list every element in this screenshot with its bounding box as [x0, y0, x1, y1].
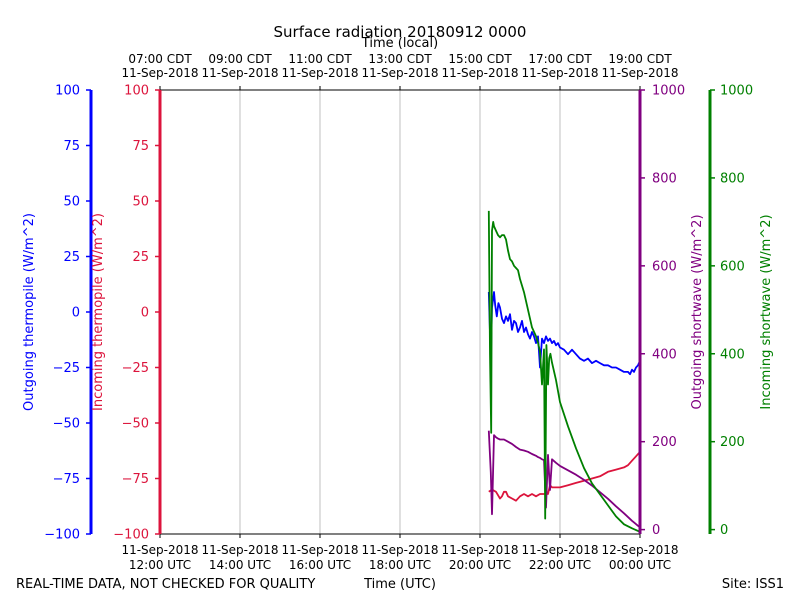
- y-tick-label: 50: [63, 195, 80, 210]
- top-axis-label: Time (local): [361, 36, 438, 51]
- x-tick-label-local-date: 11-Sep-2018: [201, 66, 278, 80]
- y-tick-label: −25: [122, 361, 149, 376]
- x-tick-label-local: 17:00 CDT: [528, 52, 592, 66]
- x-tick-label-date: 11-Sep-2018: [521, 543, 598, 557]
- y-tick-label: 1000: [720, 84, 753, 99]
- x-tick-label-utc: 20:00 UTC: [449, 558, 511, 572]
- x-tick-label-local-date: 11-Sep-2018: [281, 66, 358, 80]
- y-tick-label: 75: [132, 139, 149, 154]
- os-axis: 0 200 400 600 800 1000 Outgoing shortwave (W/m…: [638, 84, 705, 538]
- y-tick-label: −100: [44, 528, 80, 543]
- y-tick-label: 1000: [652, 84, 685, 99]
- x-tick-label-local-date: 11-Sep-2018: [121, 66, 198, 80]
- x-tick-label-local: 11:00 CDT: [288, 52, 352, 66]
- series-line-ot: [487, 291, 641, 376]
- y-tick-label: −75: [122, 472, 149, 487]
- y-tick-label: 0: [141, 306, 149, 321]
- y-tick-label: 100: [55, 84, 80, 99]
- y-axes: −100 −75 −50 −25 0 25 50 75 100 Outgoing thermopi…: [22, 84, 774, 543]
- y-tick-label: 400: [652, 347, 677, 362]
- x-tick-label-utc: 22:00 UTC: [529, 558, 591, 572]
- y-axis-title: Outgoing thermopile (W/m^2): [22, 213, 37, 411]
- y-tick-label: 25: [132, 250, 149, 265]
- x-tick-label-utc: 18:00 UTC: [369, 558, 431, 572]
- x-tick-label-local: 13:00 CDT: [368, 52, 432, 66]
- x-tick-label-local-date: 11-Sep-2018: [601, 66, 678, 80]
- series-line-is: [487, 210, 641, 533]
- x-tick-label-date: 11-Sep-2018: [201, 543, 278, 557]
- y-tick-label: −100: [113, 528, 149, 543]
- ot-axis: −100 −75 −50 −25 0 25 50 75 100 Outgoing thermopi…: [22, 84, 93, 543]
- x-axis-label: Time (UTC): [363, 577, 436, 592]
- x-tick-label-local: 19:00 CDT: [608, 52, 672, 66]
- y-tick-label: 25: [63, 250, 80, 265]
- y-axis-title: Incoming shortwave (W/m^2): [759, 214, 774, 409]
- y-tick-label: 0: [72, 306, 80, 321]
- series-layer: [487, 210, 641, 533]
- chart-title: Surface radiation 20180912 0000: [274, 23, 527, 41]
- x-tick-label-local-date: 11-Sep-2018: [521, 66, 598, 80]
- y-tick-label: −50: [53, 417, 80, 432]
- it-axis: −100 −75 −50 −25 0 25 50 75 100 Incoming thermopi…: [91, 84, 162, 543]
- y-tick-label: 200: [652, 435, 677, 450]
- x-tick-label-local: 07:00 CDT: [128, 52, 192, 66]
- x-tick-label-utc: 00:00 UTC: [609, 558, 671, 572]
- y-axis-title: Outgoing shortwave (W/m^2): [690, 214, 705, 409]
- grid-lines: [239, 90, 561, 534]
- y-tick-label: 600: [720, 259, 745, 274]
- x-tick-label-local: 09:00 CDT: [208, 52, 272, 66]
- x-tick-label-local-date: 11-Sep-2018: [441, 66, 518, 80]
- y-tick-label: 800: [720, 171, 745, 186]
- x-tick-label-utc: 12:00 UTC: [129, 558, 191, 572]
- y-tick-label: −50: [122, 417, 149, 432]
- x-tick-label-date: 11-Sep-2018: [121, 543, 198, 557]
- y-tick-label: 0: [720, 523, 728, 538]
- y-axis-title: Incoming thermopile (W/m^2): [91, 213, 106, 411]
- y-tick-label: −25: [53, 361, 80, 376]
- y-tick-label: 600: [652, 259, 677, 274]
- site-label: Site: ISS1: [722, 577, 784, 592]
- x-tick-label-utc: 14:00 UTC: [209, 558, 271, 572]
- x-tick-label-date: 11-Sep-2018: [361, 543, 438, 557]
- quality-warning: REAL-TIME DATA, NOT CHECKED FOR QUALITY: [16, 577, 315, 592]
- x-tick-label-local: 15:00 CDT: [448, 52, 512, 66]
- x-tick-label-utc: 16:00 UTC: [289, 558, 351, 572]
- y-tick-label: 800: [652, 171, 677, 186]
- y-tick-label: 50: [132, 195, 149, 210]
- x-tick-label-date: 12-Sep-2018: [601, 543, 678, 557]
- y-tick-label: 400: [720, 347, 745, 362]
- is-axis: 0 200 400 600 800 1000 Incoming shortwave (W/m…: [708, 84, 774, 538]
- x-tick-label-local-date: 11-Sep-2018: [361, 66, 438, 80]
- y-tick-label: 100: [124, 84, 149, 99]
- y-tick-label: 0: [652, 523, 660, 538]
- x-tick-label-date: 11-Sep-2018: [441, 543, 518, 557]
- y-tick-label: −75: [53, 472, 80, 487]
- y-tick-label: 200: [720, 435, 745, 450]
- y-tick-label: 75: [63, 139, 80, 154]
- x-tick-label-date: 11-Sep-2018: [281, 543, 358, 557]
